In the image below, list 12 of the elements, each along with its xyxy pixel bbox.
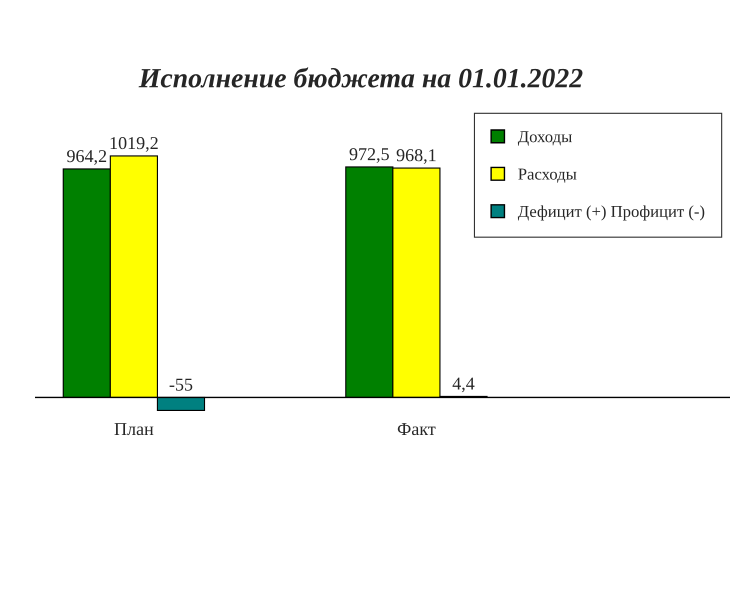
data-label: 1019,2	[110, 137, 158, 152]
legend-label: Расходы	[518, 168, 576, 183]
legend-label: Дефицит (+) Профицит (-)	[518, 205, 704, 220]
chart-title: Исполнение бюджета на 01.01.2022	[138, 67, 582, 88]
x-tick-label: План	[114, 423, 154, 436]
data-label: 968,1	[396, 149, 436, 164]
x-tick-label: Факт	[398, 423, 436, 436]
data-label: 972,5	[350, 148, 389, 163]
legend-label: Доходы	[518, 131, 572, 146]
data-label: -55	[170, 378, 192, 391]
data-label: 964,2	[67, 150, 106, 165]
data-label: 4,4	[452, 378, 474, 392]
